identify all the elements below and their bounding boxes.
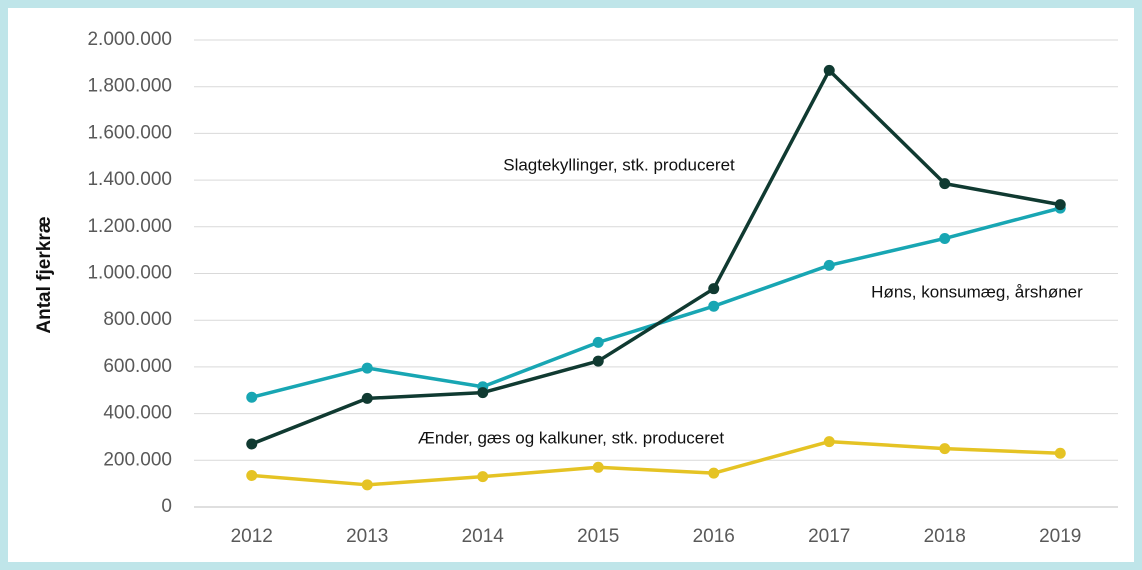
series-line [251, 439, 1061, 487]
data-point [823, 64, 835, 76]
data-point [939, 443, 951, 455]
data-point [708, 283, 720, 295]
data-point [1054, 447, 1066, 459]
y-tick-label: 800.000 [103, 309, 172, 330]
x-tick-label: 2019 [1039, 526, 1081, 547]
data-point [592, 461, 604, 473]
y-tick-label: 1.400.000 [87, 169, 172, 190]
series-label: Høns, konsumæg, årshøner [871, 282, 1083, 301]
data-point [477, 471, 489, 483]
data-point [246, 438, 258, 450]
data-point [823, 259, 835, 271]
data-point [361, 362, 373, 374]
y-tick-label: 600.000 [103, 356, 172, 377]
data-point [708, 300, 720, 312]
y-tick-label: 200.000 [103, 449, 172, 470]
x-tick-label: 2018 [924, 526, 966, 547]
y-tick-label: 1.600.000 [87, 122, 172, 143]
x-tick-label: 2017 [808, 526, 850, 547]
data-point [823, 436, 835, 448]
data-point [1054, 199, 1066, 211]
y-axis-label: Antal fjerkræ [34, 216, 55, 333]
y-tick-label: 0 [161, 496, 172, 517]
y-tick-label: 1.000.000 [87, 263, 172, 284]
series-label: Ænder, gæs og kalkuner, stk. produceret [418, 428, 724, 447]
y-tick-label: 2.000.000 [87, 29, 172, 50]
x-tick-label: 2016 [693, 526, 735, 547]
y-tick-label: 400.000 [103, 403, 172, 424]
x-tick-label: 2012 [231, 526, 273, 547]
data-point [361, 479, 373, 491]
data-point [939, 232, 951, 244]
data-point [592, 336, 604, 348]
data-point [592, 355, 604, 367]
y-tick-label: 1.800.000 [87, 76, 172, 97]
data-point [477, 387, 489, 399]
data-point [708, 467, 720, 479]
data-point [246, 391, 258, 403]
x-tick-label: 2015 [577, 526, 619, 547]
x-tick-label: 2014 [462, 526, 505, 547]
series-line [251, 68, 1061, 446]
data-point [246, 469, 258, 481]
data-point [939, 178, 951, 190]
data-point [361, 392, 373, 404]
x-tick-label: 2013 [346, 526, 388, 547]
series-label: Slagtekyllinger, stk. produceret [503, 155, 735, 174]
y-tick-label: 1.200.000 [87, 216, 172, 237]
